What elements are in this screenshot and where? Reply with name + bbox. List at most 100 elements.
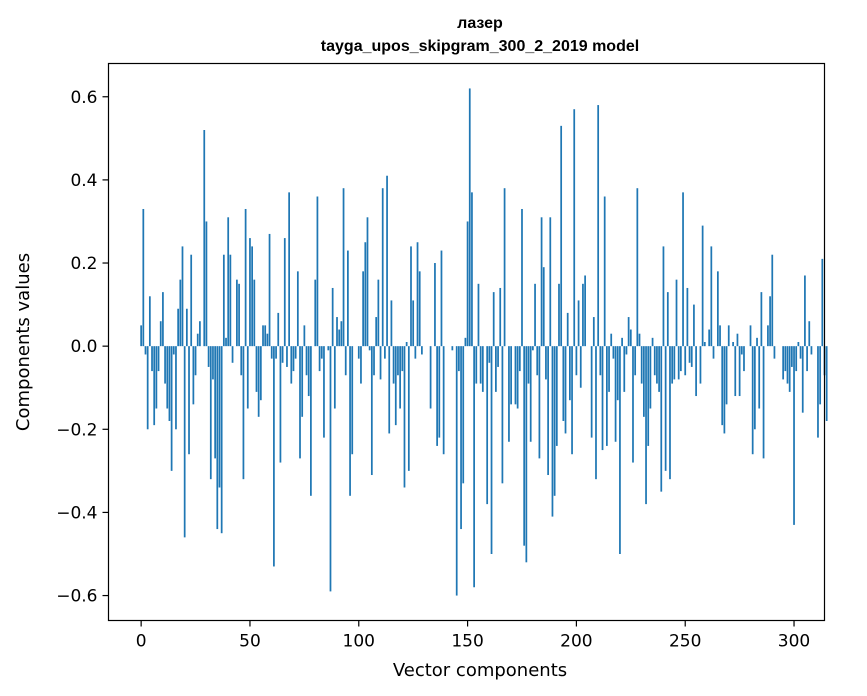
bar-187 — [547, 346, 549, 476]
bar-163 — [495, 346, 497, 392]
bar-47 — [242, 346, 245, 480]
y-tick-label: −0.2 — [56, 420, 97, 440]
bar-179 — [529, 346, 532, 442]
bar-115 — [390, 300, 393, 347]
bar-252 — [688, 346, 691, 363]
bar-170 — [510, 346, 512, 405]
plot-frame — [107, 62, 826, 622]
bar-277 — [743, 346, 745, 372]
bar-45 — [238, 283, 240, 347]
bar-80 — [314, 279, 317, 347]
bar-75 — [303, 325, 306, 347]
chart-titles: лазер tayga_upos_skipgram_300_2_2019 mod… — [321, 15, 639, 55]
y-tick-label: −0.6 — [56, 587, 97, 607]
bar-27 — [199, 321, 201, 347]
bar-73 — [299, 346, 301, 459]
bar-94 — [344, 346, 347, 376]
bar-185 — [542, 267, 545, 347]
bar-15 — [172, 346, 175, 355]
bar-166 — [501, 346, 504, 484]
x-tick-label: 0 — [136, 632, 147, 652]
bar-153 — [473, 346, 475, 588]
bar-101 — [360, 346, 362, 384]
bar-208 — [592, 317, 595, 347]
bar-41 — [229, 254, 232, 347]
bar-209 — [595, 346, 597, 480]
bar-65 — [281, 346, 284, 363]
bar-31 — [207, 346, 210, 367]
bar-233 — [647, 346, 650, 446]
y-tick-label: 0.6 — [70, 88, 97, 108]
bar-172 — [514, 346, 517, 405]
bar-84 — [323, 346, 325, 438]
bar-190 — [553, 346, 556, 496]
bar-56 — [262, 325, 264, 347]
bar-306 — [806, 346, 808, 372]
bar-133 — [429, 346, 432, 409]
bar-248 — [679, 346, 682, 372]
x-tick-label: 250 — [669, 632, 701, 652]
bar-186 — [545, 346, 547, 380]
bar-51 — [251, 246, 253, 347]
bar-13 — [168, 346, 171, 421]
bar-284 — [758, 346, 761, 409]
bar-69 — [290, 346, 293, 384]
bar-175 — [521, 208, 523, 347]
bar-164 — [497, 346, 499, 367]
bar-72 — [296, 271, 299, 347]
bar-275 — [738, 346, 741, 397]
bar-220 — [619, 346, 621, 554]
bar-298 — [788, 346, 791, 392]
bar-63 — [277, 312, 280, 347]
bar-224 — [627, 317, 630, 347]
bar-150 — [466, 221, 469, 347]
bar-273 — [734, 346, 737, 397]
bar-30 — [205, 221, 208, 347]
bar-219 — [616, 346, 619, 401]
bar-147 — [460, 346, 462, 530]
bar-178 — [527, 346, 530, 384]
bar-68 — [288, 192, 290, 347]
bar-55 — [259, 346, 262, 401]
bar-91 — [338, 329, 341, 347]
bar-268 — [723, 346, 726, 434]
bar-2 — [144, 346, 147, 355]
bar-96 — [349, 346, 351, 496]
bars-group — [140, 88, 828, 596]
bar-33 — [212, 346, 214, 380]
bar-26 — [196, 333, 199, 347]
bar-239 — [660, 346, 663, 492]
bar-189 — [551, 346, 554, 517]
chart-title: лазер — [457, 15, 503, 32]
bar-89 — [333, 346, 336, 409]
bar-19 — [181, 246, 184, 347]
y-tick-label: 0.0 — [70, 337, 97, 357]
bar-240 — [662, 246, 665, 347]
bar-230 — [640, 346, 643, 384]
bar-0 — [140, 325, 143, 347]
bar-23 — [190, 254, 193, 347]
bar-14 — [170, 346, 173, 471]
bar-148 — [462, 346, 465, 484]
bar-109 — [377, 279, 380, 347]
bar-302 — [797, 342, 800, 347]
bar-125 — [412, 300, 415, 347]
bar-198 — [571, 346, 573, 455]
bar-225 — [629, 329, 632, 347]
bar-74 — [301, 346, 304, 417]
bar-272 — [732, 342, 734, 347]
bar-229 — [638, 333, 641, 347]
bar-114 — [388, 346, 391, 434]
bar-194 — [562, 346, 565, 421]
bar-106 — [370, 346, 373, 476]
bar-207 — [590, 346, 593, 438]
bar-1 — [142, 208, 145, 347]
bar-304 — [801, 346, 804, 413]
bar-50 — [249, 238, 251, 347]
bar-196 — [566, 312, 569, 347]
bar-181 — [534, 283, 536, 347]
bar-35 — [216, 346, 219, 530]
bar-262 — [710, 246, 713, 347]
bar-149 — [464, 337, 467, 347]
bar-245 — [673, 346, 676, 380]
